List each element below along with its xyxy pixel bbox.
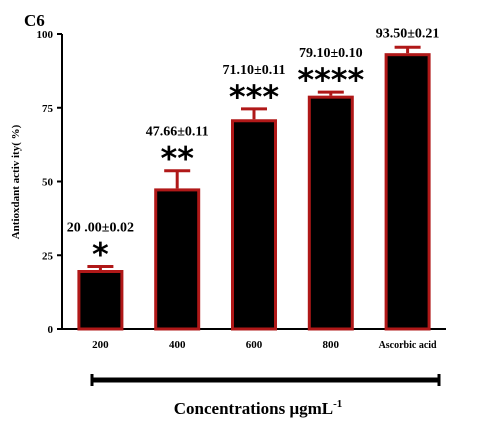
value-labels: *20 .00±0.02 **47.66±0.11 ***71.10±0.11 ***…: [67, 26, 440, 273]
y-tick-label: 100: [37, 29, 54, 41]
significance-marker: ***: [229, 78, 279, 116]
x-tick-label: 800: [323, 339, 340, 351]
panel-label: C6: [24, 11, 45, 30]
significance-marker: **: [160, 140, 194, 178]
x-tick-label: 400: [169, 339, 186, 351]
bar: [307, 95, 354, 331]
bar: [384, 53, 431, 331]
data-label: 79.10±0.10: [299, 46, 363, 61]
error-bars: [87, 45, 421, 270]
y-tick-label: 25: [42, 250, 54, 262]
x-tick-label: 600: [246, 339, 263, 351]
x-tick-label: 200: [92, 339, 109, 351]
y-tick-label: 50: [42, 177, 54, 189]
bar: [154, 188, 201, 331]
bars: [77, 53, 431, 331]
axes: 0 25 50 75 100 200 400 600 800 Ascorbic acid: [37, 29, 446, 351]
data-label: 20 .00±0.02: [67, 220, 134, 235]
data-label: 93.50±0.21: [376, 26, 440, 41]
data-label: 47.66±0.11: [146, 125, 209, 140]
y-tick-label: 75: [42, 103, 54, 115]
bar: [77, 270, 124, 331]
bar: [231, 119, 277, 331]
x-tick-label: Ascorbic acid: [379, 340, 437, 351]
significance-marker: ****: [297, 61, 364, 99]
x-axis-label: Concentrations μgmL-1: [174, 398, 343, 418]
significance-marker: *: [92, 235, 109, 273]
y-tick-label: 0: [48, 324, 54, 336]
data-label: 71.10±0.11: [223, 63, 286, 78]
y-axis-label: Antioxdant activ ity( %): [10, 124, 22, 239]
